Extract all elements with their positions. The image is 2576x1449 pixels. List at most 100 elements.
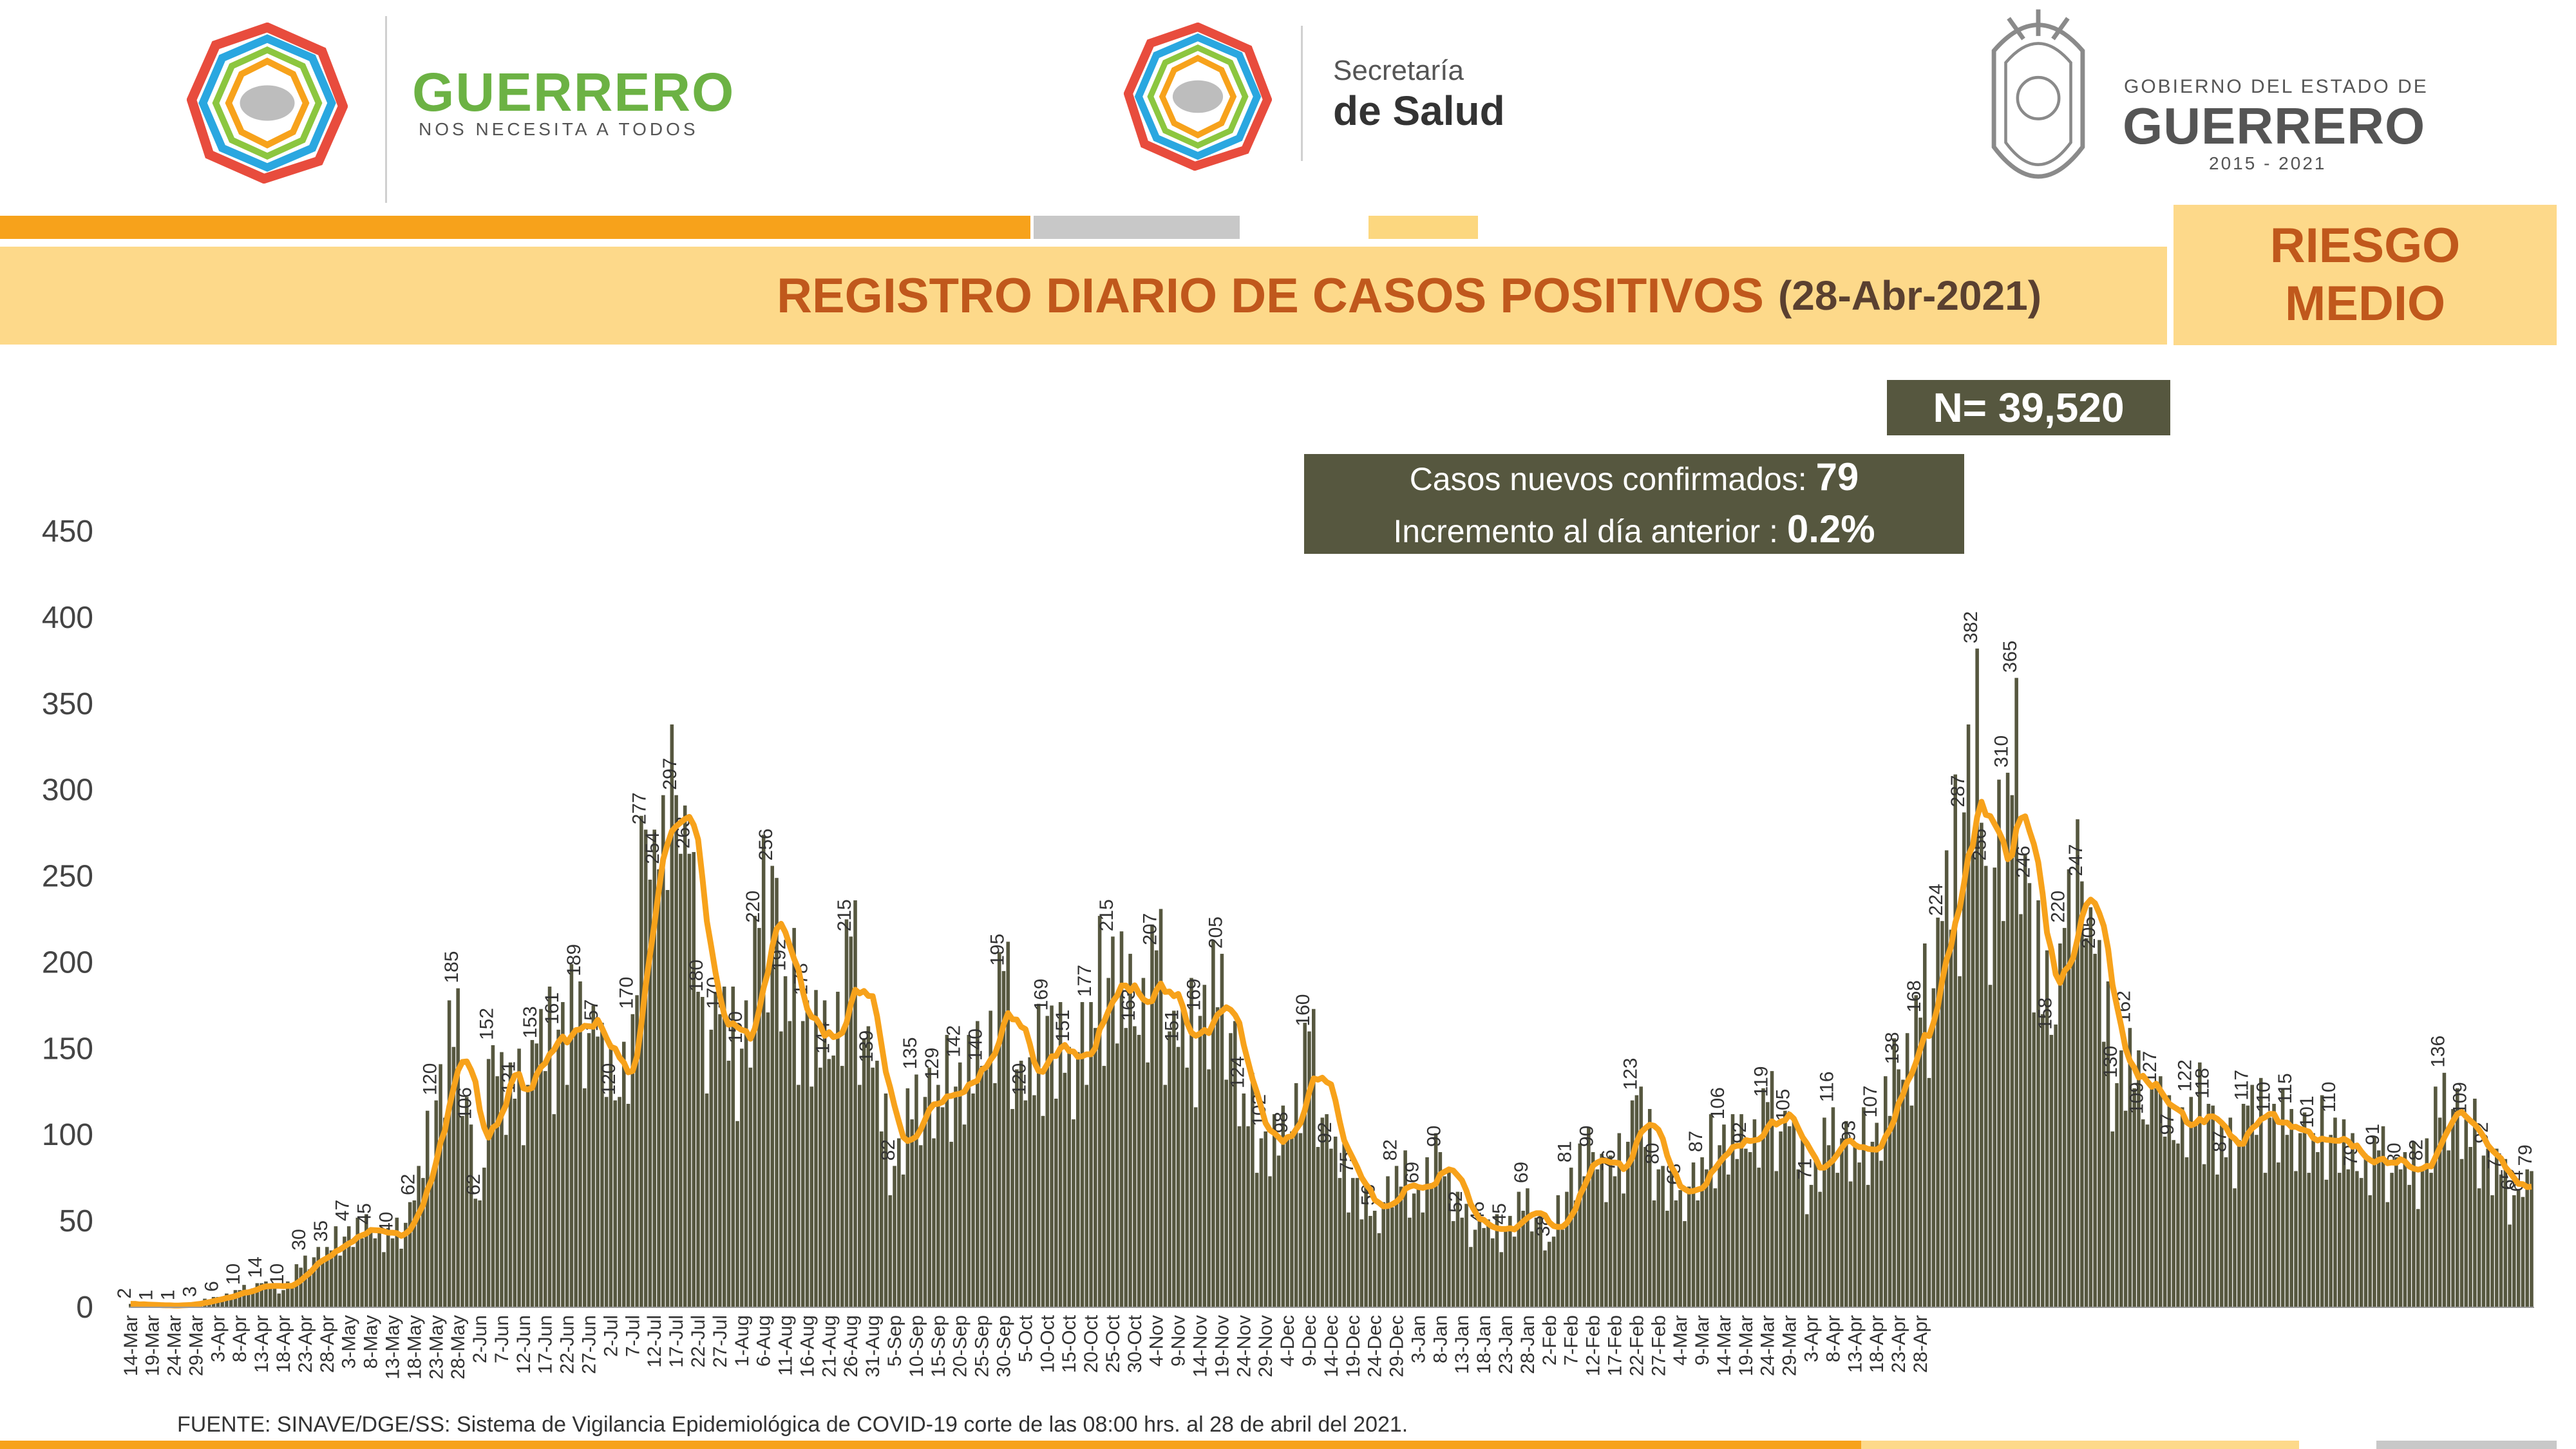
bar-value-label: 122 [2174, 1059, 2195, 1092]
daily-bar [1997, 779, 2001, 1307]
daily-bar [355, 1217, 360, 1307]
daily-bar [1953, 774, 1958, 1307]
daily-bar [1364, 1184, 1368, 1307]
x-tick-label: 27-Feb [1648, 1315, 1669, 1376]
daily-bar [2263, 1173, 2268, 1307]
daily-bar [1434, 1133, 1438, 1307]
daily-bar [2512, 1195, 2516, 1307]
daily-bar [1455, 1191, 1460, 1307]
daily-bar [561, 1002, 565, 1307]
x-tick-label: 19-Mar [1736, 1315, 1757, 1376]
x-tick-label: 8-Apr [1823, 1315, 1844, 1362]
daily-bar [1386, 1176, 1390, 1307]
daily-bar [1408, 1217, 1412, 1307]
bar-value-label: 163 [1118, 989, 1139, 1021]
daily-bar [1718, 1145, 1721, 1307]
daily-bar [726, 1061, 731, 1307]
daily-bar [914, 1074, 918, 1307]
daily-bar [2193, 1124, 2197, 1307]
daily-bar [1058, 1002, 1063, 1307]
daily-bar [1403, 1150, 1407, 1307]
daily-bar [1307, 1031, 1311, 1307]
daily-bar [1482, 1227, 1486, 1307]
x-tick-label: 8-Jan [1430, 1315, 1451, 1363]
bar-value-label: 82 [2406, 1139, 2427, 1160]
x-tick-label: 27-Jun [579, 1315, 600, 1374]
bar-value-label: 92 [1314, 1122, 1336, 1143]
daily-bar [1622, 1193, 1625, 1307]
daily-bar [2442, 1072, 2447, 1307]
daily-bar [1504, 1229, 1508, 1307]
daily-bar [1211, 940, 1215, 1307]
daily-bar [338, 1255, 342, 1307]
daily-bar [797, 1084, 800, 1307]
bar-value-label: 87 [1685, 1131, 1707, 1152]
daily-bar [543, 1071, 547, 1307]
x-tick-label: 15-Oct [1059, 1314, 1080, 1373]
daily-bar [1041, 1115, 1045, 1307]
daily-bar [1565, 1191, 1569, 1307]
x-tick-label: 7-Feb [1561, 1315, 1582, 1365]
bar-value-label: 158 [2034, 998, 2056, 1030]
daily-bar [1988, 985, 1993, 1307]
new-cases-box: Casos nuevos confirmados: 79 Incremento … [1304, 454, 1964, 554]
daily-bar [2337, 1173, 2342, 1307]
bar-value-label: 30 [289, 1229, 310, 1250]
daily-bar [1669, 1166, 1674, 1307]
daily-bar [1220, 954, 1224, 1307]
bar-value-label: 120 [1009, 1063, 1030, 1095]
bar-value-label: 247 [2065, 844, 2087, 876]
bar-value-label: 106 [455, 1087, 476, 1119]
daily-bar [552, 1114, 556, 1307]
daily-bar [1543, 1250, 1547, 1307]
daily-bar [286, 1281, 290, 1307]
daily-bar [814, 990, 818, 1307]
daily-bar [360, 1238, 364, 1307]
daily-bar [936, 1084, 940, 1307]
daily-bar [2088, 907, 2093, 1307]
daily-bar [2259, 1077, 2263, 1307]
daily-bar [443, 1117, 447, 1307]
daily-bar [1857, 1162, 1861, 1307]
x-tick-label: 9-Dec [1299, 1315, 1320, 1367]
daily-bar [1320, 1117, 1325, 1307]
daily-bar [1490, 1238, 1495, 1307]
daily-bar [1006, 942, 1010, 1307]
daily-bar [1089, 1002, 1093, 1307]
daily-bar [587, 1033, 591, 1307]
daily-bar [425, 1110, 430, 1307]
daily-bar [1054, 1098, 1058, 1307]
x-tick-label: 23-Jan [1495, 1315, 1517, 1374]
daily-bar [1709, 1114, 1713, 1307]
daily-bar [731, 986, 735, 1307]
daily-bar [1163, 1084, 1168, 1307]
daily-bar [980, 1066, 984, 1307]
daily-bar [1875, 1122, 1879, 1307]
daily-bar [1329, 1148, 1333, 1307]
y-tick-label: 200 [42, 945, 93, 980]
x-tick-label: 2-Jun [469, 1315, 491, 1363]
x-tick-label: 13-May [383, 1315, 404, 1379]
x-tick-label: 29-Nov [1255, 1315, 1276, 1378]
daily-bar [1757, 1168, 1761, 1307]
daily-bar [810, 1086, 814, 1307]
daily-bar [582, 1088, 587, 1307]
daily-bar [2054, 1024, 2058, 1307]
x-tick-label: 28-Apr [317, 1315, 338, 1373]
daily-bar [346, 1226, 351, 1307]
daily-bar [530, 1039, 535, 1307]
header-divider [385, 16, 387, 203]
daily-bar [2298, 1133, 2302, 1307]
bar-value-label: 207 [1140, 913, 1161, 945]
y-tick-label: 0 [76, 1291, 93, 1325]
bar-value-label: 117 [2231, 1070, 2252, 1101]
daily-bar [377, 1227, 381, 1307]
daily-bar [1656, 1169, 1661, 1307]
daily-bar [334, 1226, 338, 1307]
daily-bar [2119, 1050, 2123, 1307]
daily-bar [1106, 978, 1110, 1307]
daily-bar [343, 1236, 346, 1307]
bar-value-label: 151 [1162, 1010, 1183, 1042]
daily-bar [1534, 1217, 1539, 1307]
daily-bar [1451, 1221, 1455, 1307]
